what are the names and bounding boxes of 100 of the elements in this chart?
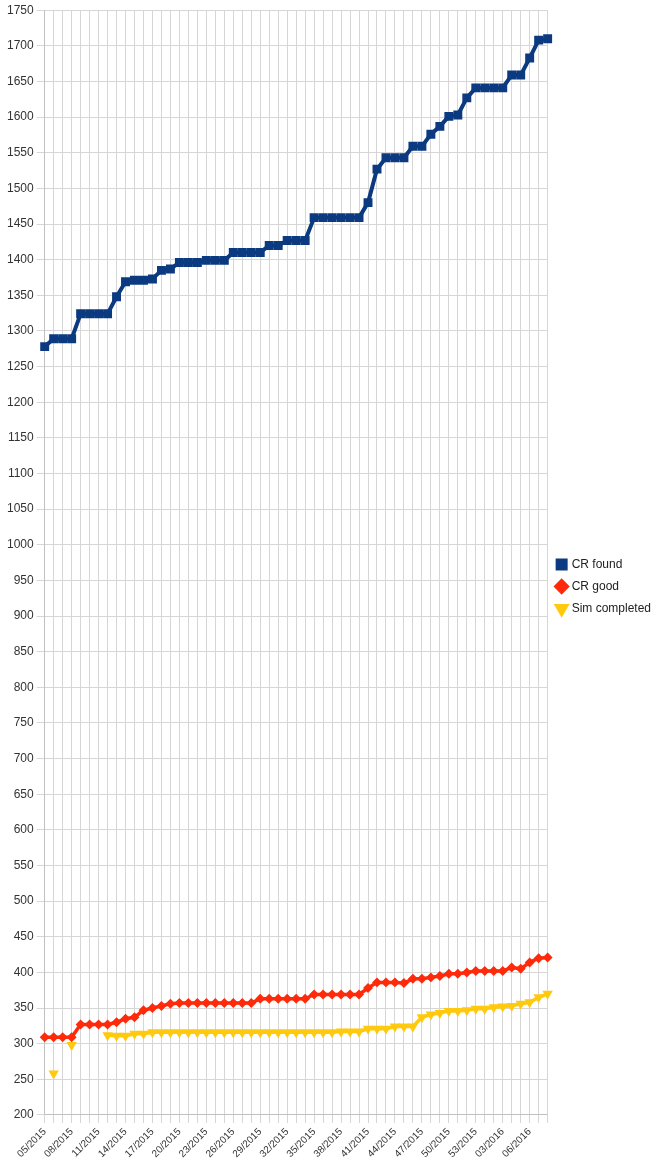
point [255, 994, 265, 1004]
point [516, 70, 526, 80]
y-tick-label: 450 [13, 929, 35, 944]
point [453, 1007, 462, 1016]
y-tick-label: 950 [13, 572, 35, 587]
point [282, 235, 292, 245]
point [480, 83, 490, 93]
point [516, 1000, 525, 1009]
point [255, 248, 265, 258]
point [229, 998, 238, 1008]
point [282, 994, 292, 1004]
point [148, 1003, 157, 1013]
point [201, 255, 211, 265]
point [489, 966, 498, 976]
point [372, 978, 382, 987]
point [318, 213, 328, 223]
point [121, 277, 130, 287]
point [516, 964, 525, 974]
y-tick-label: 250 [13, 1071, 35, 1086]
point [381, 153, 391, 163]
y-tick-label: 800 [13, 679, 35, 694]
point [345, 990, 355, 999]
point [318, 990, 328, 999]
point [102, 1032, 113, 1042]
point [444, 1007, 453, 1016]
point [462, 93, 472, 103]
point [58, 1033, 67, 1042]
point [543, 34, 553, 44]
y-tick-label: 1500 [6, 180, 35, 195]
point [85, 1020, 94, 1029]
point [471, 83, 481, 93]
point [264, 240, 274, 250]
point [76, 1020, 85, 1029]
point [103, 1020, 112, 1029]
y-tick-label: 850 [13, 643, 35, 658]
y-tick-label: 700 [13, 750, 35, 765]
point [309, 990, 319, 999]
y-tick-label: 750 [13, 715, 35, 730]
y-tick-label: 1000 [6, 537, 35, 552]
y-tick-label: 1150 [7, 430, 35, 445]
point [220, 998, 229, 1008]
point [85, 309, 95, 319]
point [534, 35, 544, 45]
point [507, 1002, 516, 1011]
point [156, 265, 166, 275]
point [399, 153, 409, 163]
point [246, 248, 256, 258]
y-tick-label: 1300 [6, 323, 35, 338]
y-tick-label: 500 [13, 893, 35, 908]
point [435, 971, 445, 981]
y-tick-label: 1650 [6, 73, 35, 88]
point [112, 1032, 121, 1041]
point [157, 1001, 166, 1011]
point [67, 1033, 76, 1042]
y-tick-label: 1250 [6, 358, 35, 373]
point [354, 213, 364, 223]
y-tick-label: 1550 [6, 145, 35, 160]
point [498, 966, 507, 976]
point [112, 1018, 121, 1027]
point [435, 1010, 444, 1018]
point [417, 141, 427, 151]
point [426, 973, 436, 982]
point [76, 309, 86, 319]
point [112, 292, 122, 302]
point [219, 255, 229, 265]
point [498, 83, 508, 93]
y-tick-label: 1450 [6, 216, 35, 231]
point [67, 1042, 76, 1050]
point [345, 213, 355, 223]
point [139, 275, 148, 285]
point [372, 164, 382, 174]
point [327, 213, 337, 223]
point [228, 248, 238, 258]
point [130, 1013, 139, 1022]
point [543, 953, 552, 962]
point [291, 994, 301, 1004]
point [435, 121, 445, 131]
y-tick-label: 200 [13, 1107, 35, 1122]
legend-label: CR found [571, 556, 623, 571]
point [543, 990, 552, 999]
point [390, 978, 400, 987]
point [40, 342, 50, 352]
point [40, 1033, 49, 1042]
y-tick-label: 1050 [6, 501, 35, 516]
point [166, 999, 175, 1009]
y-tick-label: 900 [13, 608, 35, 623]
point [121, 1032, 130, 1041]
point [426, 129, 436, 139]
point [175, 998, 184, 1008]
point [444, 969, 454, 979]
point [94, 309, 104, 319]
legend-label: Sim completed [571, 600, 652, 615]
point [49, 334, 59, 344]
y-tick-label: 600 [13, 822, 35, 837]
point [408, 141, 418, 151]
point [202, 998, 211, 1008]
point [336, 213, 346, 223]
point [58, 334, 68, 344]
point [273, 994, 283, 1004]
point [489, 83, 499, 93]
